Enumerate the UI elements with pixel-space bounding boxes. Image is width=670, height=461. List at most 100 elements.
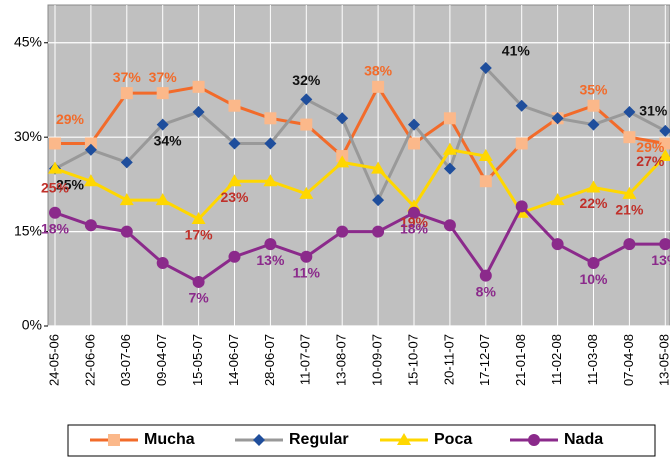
marker bbox=[623, 238, 636, 251]
data-label: 34% bbox=[154, 133, 183, 149]
data-label: 27% bbox=[636, 153, 665, 169]
marker bbox=[587, 99, 600, 112]
marker bbox=[119, 193, 134, 206]
marker bbox=[443, 219, 456, 232]
marker bbox=[156, 257, 169, 270]
marker bbox=[300, 250, 313, 263]
data-label: 21% bbox=[615, 202, 644, 218]
legend-marker bbox=[108, 434, 120, 446]
marker bbox=[587, 118, 600, 131]
marker bbox=[228, 99, 241, 112]
marker bbox=[84, 219, 97, 232]
x-tick-label: 24-05-06 bbox=[46, 334, 61, 386]
data-label: 35% bbox=[579, 81, 608, 97]
marker bbox=[442, 142, 457, 155]
data-label: 18% bbox=[400, 220, 429, 236]
marker bbox=[300, 118, 313, 131]
marker bbox=[192, 106, 205, 118]
marker bbox=[191, 212, 206, 224]
marker bbox=[299, 186, 314, 199]
marker bbox=[658, 149, 670, 162]
data-label: 23% bbox=[220, 189, 249, 205]
data-label: 25% bbox=[56, 176, 85, 192]
legend-label: Nada bbox=[564, 431, 603, 448]
data-label: 10% bbox=[579, 271, 608, 287]
data-label: 18% bbox=[41, 220, 70, 236]
x-tick-label: 13-05-08 bbox=[657, 334, 670, 386]
x-tick-label: 11-03-08 bbox=[585, 334, 600, 385]
marker bbox=[408, 118, 420, 131]
marker bbox=[371, 161, 386, 174]
x-tick-label: 20-11-07 bbox=[441, 334, 456, 385]
legend-label: Poca bbox=[434, 431, 472, 448]
x-tick-label: 11-02-08 bbox=[549, 334, 564, 385]
marker bbox=[515, 99, 528, 112]
marker bbox=[623, 131, 636, 144]
data-label: 37% bbox=[149, 69, 178, 85]
marker bbox=[478, 149, 493, 162]
marker bbox=[372, 80, 385, 93]
marker bbox=[227, 174, 242, 187]
marker bbox=[623, 106, 636, 118]
marker bbox=[335, 155, 350, 168]
x-tick-label: 09-04-07 bbox=[154, 334, 169, 386]
marker bbox=[49, 137, 61, 150]
marker bbox=[84, 137, 97, 150]
marker bbox=[515, 200, 528, 213]
data-label: 29% bbox=[56, 111, 85, 127]
marker bbox=[408, 137, 420, 150]
data-label: 29% bbox=[636, 139, 665, 155]
marker bbox=[120, 156, 133, 169]
data-label: 19% bbox=[400, 214, 429, 230]
marker bbox=[48, 161, 62, 174]
marker bbox=[479, 269, 492, 282]
x-tick-label: 17-12-07 bbox=[477, 334, 492, 386]
marker bbox=[443, 162, 456, 175]
series-line bbox=[54, 65, 666, 204]
marker bbox=[515, 137, 528, 150]
data-label: 7% bbox=[188, 290, 209, 306]
x-tick-label: 21-01-08 bbox=[513, 334, 528, 386]
marker bbox=[659, 238, 670, 251]
marker bbox=[443, 112, 456, 125]
x-tick-label: 15-05-07 bbox=[190, 334, 205, 386]
data-label: 13% bbox=[651, 252, 670, 268]
marker bbox=[155, 193, 170, 206]
y-tick-label: 45% bbox=[14, 33, 42, 49]
legend-label: Regular bbox=[289, 431, 349, 448]
data-label: 32% bbox=[292, 72, 321, 88]
data-label: 17% bbox=[185, 227, 214, 243]
marker bbox=[228, 137, 241, 150]
x-tick-label: 14-06-07 bbox=[226, 334, 241, 386]
marker bbox=[120, 87, 133, 100]
data-label: 13% bbox=[256, 252, 285, 268]
marker bbox=[551, 238, 564, 251]
marker bbox=[622, 186, 637, 199]
legend-marker bbox=[528, 434, 540, 446]
data-label: 38% bbox=[364, 63, 393, 79]
marker bbox=[659, 137, 670, 150]
marker bbox=[120, 225, 133, 238]
data-label: 22% bbox=[579, 195, 608, 211]
series-line bbox=[54, 203, 666, 284]
x-tick-label: 13-08-07 bbox=[334, 334, 349, 386]
marker bbox=[659, 124, 670, 137]
legend-marker bbox=[253, 434, 265, 446]
marker bbox=[372, 225, 385, 238]
data-label: 31% bbox=[639, 103, 668, 119]
x-tick-label: 28-06-07 bbox=[262, 334, 277, 386]
marker bbox=[586, 180, 601, 193]
marker bbox=[84, 143, 97, 156]
marker bbox=[550, 193, 565, 206]
data-label: 37% bbox=[113, 69, 142, 85]
marker bbox=[479, 61, 492, 74]
data-label: 8% bbox=[476, 283, 497, 299]
marker bbox=[551, 112, 564, 125]
marker bbox=[156, 87, 169, 100]
marker bbox=[336, 112, 349, 125]
marker bbox=[264, 112, 277, 125]
marker bbox=[372, 194, 385, 207]
x-tick-label: 03-07-06 bbox=[118, 334, 133, 386]
marker bbox=[192, 80, 205, 93]
